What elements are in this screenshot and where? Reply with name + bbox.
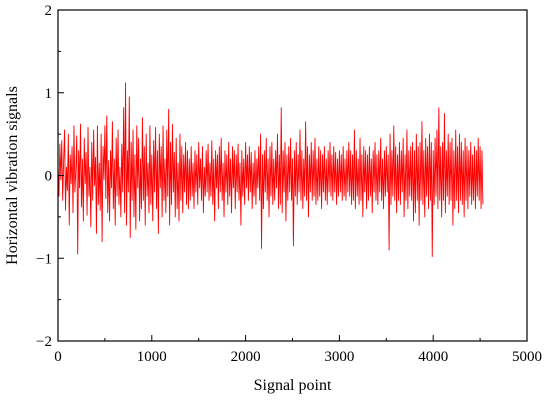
x-axis: 0 1000 2000 3000 4000 5000 — [54, 335, 542, 365]
series-layer — [58, 82, 484, 258]
x-tick-label: 0 — [54, 349, 62, 365]
y-tick-label: 2 — [45, 3, 53, 19]
y-tick-label: −1 — [36, 251, 52, 267]
x-tick-label: 3000 — [324, 349, 354, 365]
y-axis-label: Horizontal vibration signals — [4, 86, 21, 265]
x-tick-label: 1000 — [137, 349, 167, 365]
y-tick-label: 0 — [45, 169, 53, 185]
x-tick-label: 2000 — [231, 349, 261, 365]
series-line-0 — [58, 82, 484, 258]
x-tick-label: 4000 — [418, 349, 448, 365]
x-axis-label: Signal point — [254, 377, 332, 394]
y-tick-label: −2 — [36, 334, 52, 350]
x-tick-label: 5000 — [512, 349, 542, 365]
y-axis: −2 −1 0 1 2 — [36, 3, 64, 350]
y-tick-label: 1 — [45, 86, 53, 102]
